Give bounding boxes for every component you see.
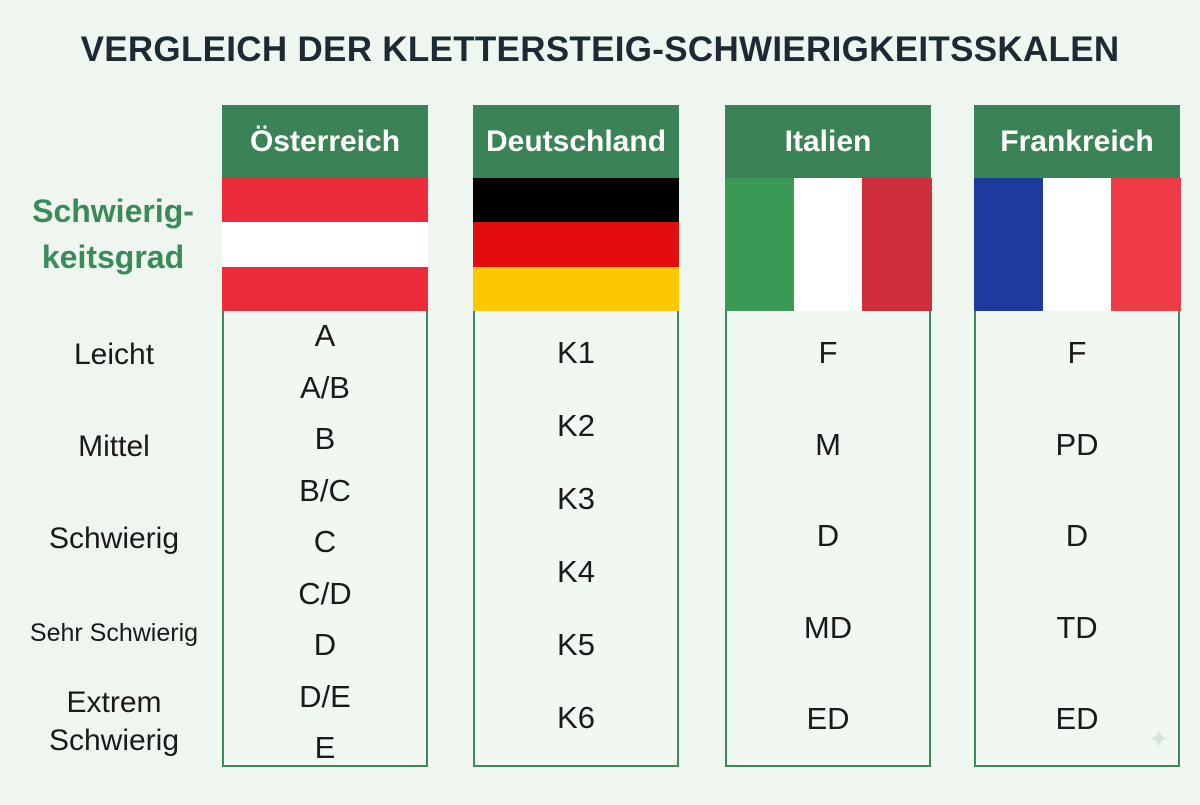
- flag-stripe: [473, 222, 679, 268]
- grade-cell: A/B: [300, 369, 350, 405]
- grade-cell: A: [314, 318, 336, 353]
- page-title: VERGLEICH DER KLETTERSTEIG-SCHWIERIGKEIT…: [80, 30, 1120, 69]
- difficulty-level-label: Sehr Schwierig: [29, 619, 199, 647]
- grade-cell: D: [313, 627, 337, 662]
- flag-stripe: [793, 178, 864, 311]
- difficulty-level: Leicht: [0, 336, 228, 374]
- column-body: F PD D TD ED: [974, 311, 1180, 767]
- grade-cell: D/E: [299, 678, 351, 714]
- flag-stripe: [862, 178, 933, 311]
- flag-stripe: [1111, 178, 1182, 311]
- flag-stripe: [725, 178, 795, 311]
- grade-cell: D: [1065, 518, 1089, 553]
- grade-cell: K4: [557, 554, 595, 589]
- grade-cell: F: [818, 335, 838, 370]
- country-flag-icon: [974, 178, 1182, 311]
- column-header: Frankreich: [974, 105, 1180, 178]
- difficulty-level: Mittel: [0, 428, 228, 466]
- flag-stripe: [473, 266, 679, 312]
- grade-cell: K3: [557, 481, 595, 516]
- grade-cell: M: [815, 426, 841, 462]
- country-flag-icon: [222, 178, 428, 312]
- grade-cell: C/D: [298, 575, 352, 611]
- difficulty-level: Sehr Schwierig: [0, 614, 228, 652]
- grade-cell: MD: [803, 609, 853, 645]
- country-flag-icon: [725, 178, 933, 311]
- scale-column: Österreich A A/B B B/C C C/D D D/E E: [222, 105, 428, 767]
- flag-stripe: [1042, 178, 1113, 311]
- grade-cell: K2: [557, 408, 595, 443]
- grade-cell: F: [1067, 335, 1087, 370]
- row-header-line2: keitsgrad: [41, 239, 185, 275]
- difficulty-level-label: Extrem: [66, 686, 162, 719]
- scale-column: Frankreich F PD D TD ED: [974, 105, 1182, 767]
- difficulty-level-label: Schwierig: [48, 724, 180, 757]
- flag-stripe: [222, 222, 428, 268]
- grade-cell: B/C: [299, 472, 351, 508]
- difficulty-level-label: Leicht: [73, 338, 155, 371]
- grade-cell: K6: [557, 700, 595, 735]
- country-flag-icon: [473, 178, 679, 312]
- grade-cell: K1: [557, 335, 595, 370]
- column-body: F M D MD ED: [725, 311, 931, 767]
- grade-cell: C: [313, 524, 337, 559]
- column-header: Österreich: [222, 105, 428, 178]
- grade-cell: ED: [806, 701, 850, 736]
- sparkle-icon: ✦: [1148, 724, 1170, 754]
- difficulty-level-label: Schwierig: [48, 522, 180, 555]
- grade-cell: K5: [557, 627, 595, 662]
- scale-column: Italien F M D MD ED: [725, 105, 933, 767]
- flag-stripe: [222, 178, 428, 223]
- grade-cell: TD: [1056, 609, 1098, 645]
- row-header: Schwierig- keitsgrad: [8, 188, 218, 280]
- difficulty-level: Schwierig: [0, 520, 228, 558]
- column-body: A A/B B B/C C C/D D D/E E: [222, 311, 428, 767]
- row-header-line1: Schwierig-: [32, 193, 194, 229]
- grade-cell: B: [314, 421, 336, 456]
- flag-stripe: [473, 178, 679, 223]
- scale-column: Deutschland K1 K2 K3 K4 K5 K6: [473, 105, 679, 767]
- column-header: Italien: [725, 105, 931, 178]
- flag-stripe: [222, 266, 428, 312]
- grade-cell: PD: [1055, 426, 1099, 462]
- grade-cell: ED: [1055, 701, 1099, 736]
- difficulty-level-label: Mittel: [78, 430, 150, 463]
- grade-cell: D: [816, 518, 840, 553]
- difficulty-level: Extrem Schwierig: [0, 684, 228, 760]
- column-header: Deutschland: [473, 105, 679, 178]
- column-body: K1 K2 K3 K4 K5 K6: [473, 311, 679, 767]
- grade-cell: E: [314, 730, 336, 765]
- flag-stripe: [974, 178, 1044, 311]
